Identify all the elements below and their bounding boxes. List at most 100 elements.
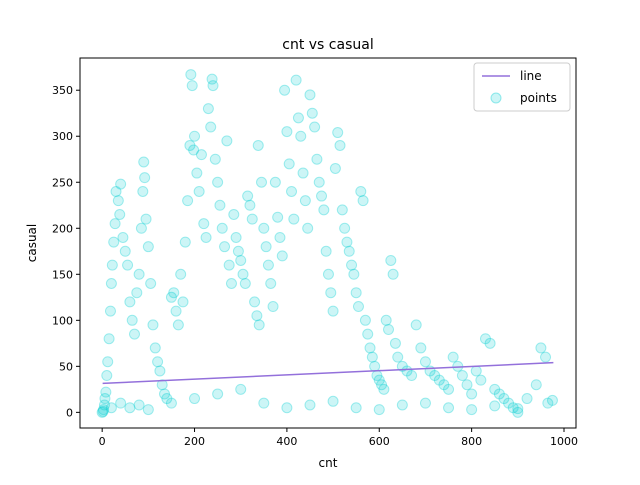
data-point [184, 139, 196, 151]
data-point [104, 305, 116, 317]
y-tick-label: 0 [66, 406, 73, 419]
data-point [235, 254, 247, 266]
data-point [304, 89, 316, 101]
data-point [182, 195, 194, 207]
data-point [124, 402, 136, 414]
data-point [198, 218, 210, 230]
data-point [114, 208, 126, 220]
data-point [389, 337, 401, 349]
data-point [410, 319, 422, 331]
data-point [304, 399, 316, 411]
data-point [145, 278, 157, 289]
data-point [475, 374, 487, 386]
axes-frame [79, 57, 577, 429]
data-point [286, 185, 298, 197]
data-point [419, 356, 431, 368]
data-point [401, 365, 413, 377]
data-point [540, 351, 552, 363]
data-point [232, 245, 244, 257]
data-point [159, 388, 171, 400]
data-point [115, 397, 127, 409]
data-point [207, 80, 219, 92]
data-point [122, 259, 134, 271]
data-point [383, 324, 394, 336]
data-point [267, 301, 279, 313]
data-point [133, 268, 145, 280]
data-point [126, 314, 138, 326]
data-point [135, 222, 147, 234]
data-point [348, 268, 360, 280]
data-point [252, 139, 264, 151]
data-point [276, 250, 288, 262]
data-point [311, 153, 323, 165]
legend: line points [473, 62, 571, 112]
data-point [209, 153, 221, 165]
data-point [212, 388, 224, 400]
data-point [98, 404, 110, 416]
data-point [498, 393, 510, 405]
x-axis: 0 200 400 600 800 1000 [99, 428, 578, 448]
data-point [193, 185, 205, 197]
data-point [297, 167, 309, 179]
data-point [152, 356, 164, 368]
data-point [200, 231, 212, 243]
plot-area [96, 69, 558, 418]
data-point [325, 287, 337, 299]
data-point [392, 351, 404, 363]
data-point [269, 176, 281, 188]
data-point [281, 402, 293, 414]
data-point [262, 259, 274, 271]
data-point [97, 405, 109, 417]
data-point [503, 397, 515, 409]
data-point [137, 185, 149, 197]
data-point [214, 199, 226, 211]
data-point [140, 213, 152, 225]
data-point [108, 236, 120, 248]
data-point [161, 393, 173, 405]
data-point [251, 310, 263, 322]
data-point [112, 195, 124, 207]
data-point [292, 112, 304, 124]
data-point [355, 185, 367, 197]
data-point [320, 245, 332, 257]
data-point [378, 383, 390, 395]
data-point [149, 342, 161, 354]
data-point [154, 365, 166, 377]
data-point [179, 236, 191, 248]
data-point [170, 305, 182, 317]
data-point [188, 144, 200, 156]
data-point [419, 397, 431, 409]
data-point [228, 208, 240, 220]
data-point [512, 403, 524, 415]
data-point [109, 218, 121, 230]
data-point [105, 402, 117, 414]
y-tick-label: 150 [52, 268, 73, 281]
data-point [313, 176, 325, 188]
data-point [206, 73, 218, 85]
x-tick-label: 800 [461, 435, 482, 448]
data-point [288, 213, 300, 225]
data-point [175, 268, 187, 280]
data-point [168, 287, 180, 299]
data-point [102, 356, 114, 368]
data-point [249, 296, 261, 308]
data-point [186, 80, 198, 92]
x-tick-label: 200 [184, 435, 205, 448]
data-point [318, 204, 330, 216]
data-point [281, 126, 293, 138]
data-point [124, 296, 136, 308]
data-point [438, 379, 450, 391]
data-point [239, 278, 251, 289]
data-point [369, 360, 381, 372]
data-point [362, 328, 374, 340]
data-point [283, 158, 295, 170]
data-point [242, 190, 254, 202]
scatter-layer [96, 69, 558, 418]
data-point [336, 204, 348, 216]
legend-points-label: points [520, 91, 557, 105]
data-point [302, 222, 314, 234]
data-point [216, 222, 228, 234]
data-point [165, 291, 177, 303]
legend-points-swatch [490, 92, 502, 104]
data-point [429, 370, 441, 382]
